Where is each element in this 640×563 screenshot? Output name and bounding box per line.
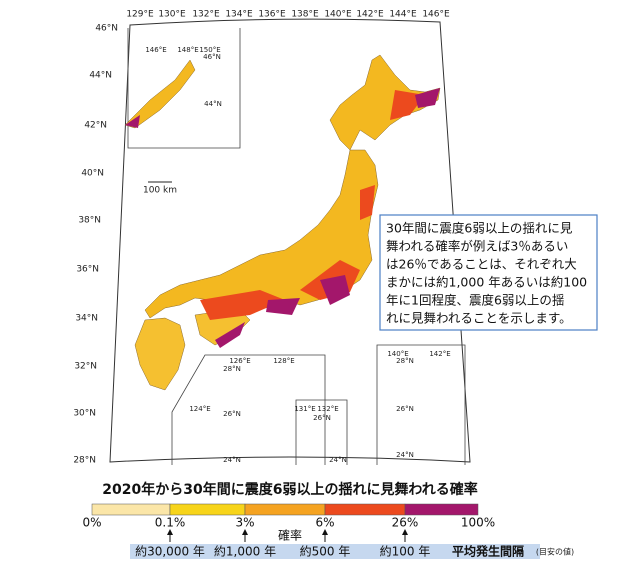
longitude-label: 138°E bbox=[291, 10, 319, 20]
note-line: 30年間に震度6弱以上の揺れに見 bbox=[386, 221, 573, 236]
inset-label: 26°N bbox=[313, 414, 331, 422]
interval-band bbox=[130, 544, 540, 559]
note-line: まかには約1,000 年あるいは約100 bbox=[386, 275, 587, 290]
interval-value: 約500 年 bbox=[300, 544, 351, 559]
note-line: は26％であることは、それぞれ大 bbox=[386, 257, 577, 272]
inset-label: 26°N bbox=[223, 410, 241, 418]
inset-label: 24°N bbox=[223, 456, 241, 464]
longitude-label: 142°E bbox=[356, 10, 384, 20]
interval-value: 約30,000 年 bbox=[135, 544, 205, 559]
inset-label: 44°N bbox=[204, 100, 222, 108]
latitude-label: 36°N bbox=[76, 265, 99, 275]
color-segment bbox=[404, 503, 479, 516]
inset-label: 126°E bbox=[229, 357, 250, 365]
color-segment bbox=[244, 503, 326, 516]
latitude-label: 46°N bbox=[95, 24, 118, 34]
inset-label: 140°E bbox=[387, 350, 408, 358]
latitude-label: 32°N bbox=[74, 362, 97, 372]
color-segment bbox=[169, 503, 246, 516]
legend-tick-label: 0% bbox=[82, 516, 101, 530]
note-line: 舞われる確率が例えば3％あるい bbox=[386, 239, 568, 254]
legend-tick-label: 0.1% bbox=[155, 516, 186, 530]
longitude-label: 129°E bbox=[126, 10, 154, 20]
latitude-label: 34°N bbox=[75, 314, 98, 324]
inset-label: 128°E bbox=[273, 357, 294, 365]
inset-label: 28°N bbox=[223, 365, 241, 373]
inset-boxes bbox=[127, 28, 466, 465]
note-box bbox=[379, 214, 598, 331]
longitude-label: 134°E bbox=[225, 10, 253, 20]
interval-note: (目安の値) bbox=[536, 547, 574, 557]
latitude-label: 44°N bbox=[89, 71, 112, 81]
inset-label: 28°N bbox=[396, 357, 414, 365]
arrow-head bbox=[167, 529, 173, 535]
inset-label: 146°E bbox=[145, 46, 166, 54]
longitude-label: 136°E bbox=[258, 10, 286, 20]
inset-label: 46°N bbox=[203, 53, 221, 61]
latitude-label: 40°N bbox=[81, 169, 104, 179]
longitude-label: 144°E bbox=[389, 10, 417, 20]
legend-tick-label: 26% bbox=[392, 516, 419, 530]
note-line: 年に1回程度、震度6弱以上の揺 bbox=[386, 293, 564, 308]
longitude-label: 130°E bbox=[158, 10, 186, 20]
color-segment bbox=[91, 503, 171, 516]
inset-label: 148°E bbox=[177, 46, 198, 54]
inset-label: 142°E bbox=[429, 350, 450, 358]
arrow-head bbox=[322, 529, 328, 535]
note-line: れに見舞われることを示します。 bbox=[386, 311, 572, 326]
legend-tick-label: 100% bbox=[461, 516, 495, 530]
color-segment bbox=[324, 503, 406, 516]
high-hazard bbox=[125, 88, 440, 348]
inset-label: 24°N bbox=[329, 456, 347, 464]
inset-label: 150°E bbox=[199, 46, 220, 54]
longitude-label: 132°E bbox=[192, 10, 220, 20]
latitude-label: 28°N bbox=[73, 456, 96, 466]
latitude-label: 42°N bbox=[84, 121, 107, 131]
latitude-label: 30°N bbox=[73, 409, 96, 419]
interval-value: 約100 年 bbox=[380, 544, 431, 559]
interval-label: 平均発生間隔 bbox=[452, 544, 524, 559]
inset-label: 24°N bbox=[396, 451, 414, 459]
inset-label: 131°E bbox=[294, 405, 315, 413]
legend-tick-label: 6% bbox=[315, 516, 334, 530]
longitude-label: 140°E bbox=[324, 10, 352, 20]
inset-label: 124°E bbox=[189, 405, 210, 413]
scale-label: 100 km bbox=[143, 186, 177, 196]
arrow-head bbox=[402, 529, 408, 535]
latitude-label: 38°N bbox=[78, 216, 101, 226]
inset-label: 132°E bbox=[317, 405, 338, 413]
longitude-label: 146°E bbox=[422, 10, 450, 20]
interval-value: 約1,000 年 bbox=[214, 544, 276, 559]
legend-title: 2020年から30年間に震度6弱以上の揺れに見舞われる確率 bbox=[102, 481, 478, 498]
legend-axis-label: 確率 bbox=[278, 528, 302, 543]
legend-tick-label: 3% bbox=[235, 516, 254, 530]
inset-label: 26°N bbox=[396, 405, 414, 413]
arrow-head bbox=[242, 529, 248, 535]
